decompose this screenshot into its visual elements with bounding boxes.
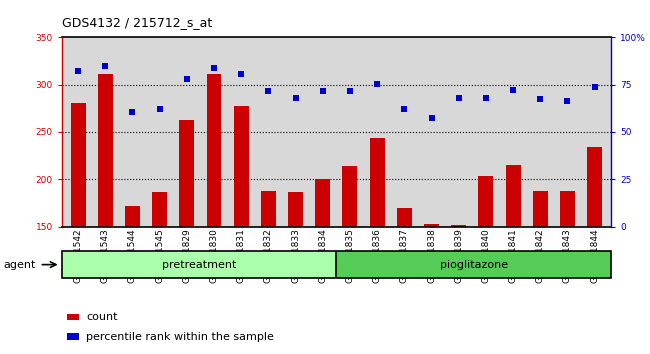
Bar xyxy=(397,207,412,354)
Point xyxy=(344,88,355,94)
Bar xyxy=(125,206,140,354)
Point xyxy=(508,87,518,93)
Point xyxy=(590,85,600,90)
Bar xyxy=(288,192,303,354)
Bar xyxy=(67,333,79,340)
Point xyxy=(181,76,192,82)
Bar xyxy=(315,179,330,354)
Bar xyxy=(370,138,385,354)
Bar xyxy=(533,190,548,354)
Point xyxy=(263,88,274,94)
Bar xyxy=(506,165,521,354)
Bar xyxy=(478,176,493,354)
Point xyxy=(291,95,301,101)
Point xyxy=(209,65,219,71)
Bar xyxy=(261,190,276,354)
Text: agent: agent xyxy=(3,260,36,270)
Point xyxy=(73,68,83,74)
Bar xyxy=(71,103,86,354)
Point xyxy=(127,109,138,115)
Point xyxy=(535,96,545,102)
Bar xyxy=(560,190,575,354)
Point xyxy=(100,63,110,68)
Bar xyxy=(207,74,222,354)
Point xyxy=(236,71,246,77)
Bar xyxy=(234,106,249,354)
Point xyxy=(426,115,437,120)
Text: GDS4132 / 215712_s_at: GDS4132 / 215712_s_at xyxy=(62,16,212,29)
Text: percentile rank within the sample: percentile rank within the sample xyxy=(86,332,274,342)
Bar xyxy=(343,166,358,354)
Point xyxy=(399,106,410,112)
Text: pioglitazone: pioglitazone xyxy=(439,259,508,270)
Point xyxy=(562,98,573,103)
Bar xyxy=(587,147,602,354)
Bar xyxy=(67,314,79,320)
Point xyxy=(155,106,165,112)
Point xyxy=(372,81,382,86)
Bar xyxy=(451,225,466,354)
Bar xyxy=(424,224,439,354)
Point xyxy=(318,88,328,94)
Text: count: count xyxy=(86,313,118,322)
Point xyxy=(481,95,491,101)
Bar xyxy=(337,251,611,278)
Bar xyxy=(98,74,112,354)
Bar xyxy=(152,192,167,354)
Bar xyxy=(62,251,337,278)
Point xyxy=(454,95,464,101)
Text: pretreatment: pretreatment xyxy=(162,259,236,270)
Bar xyxy=(179,120,194,354)
